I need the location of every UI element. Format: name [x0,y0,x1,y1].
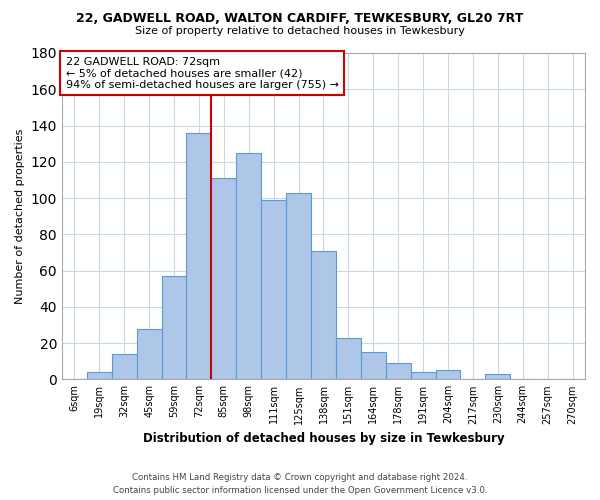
Bar [161,276,187,380]
Bar [236,152,261,380]
Bar [286,192,311,380]
Bar [261,200,286,380]
Text: Contains HM Land Registry data © Crown copyright and database right 2024.
Contai: Contains HM Land Registry data © Crown c… [113,473,487,495]
Bar [211,178,236,380]
Bar [112,354,137,380]
Bar [361,352,386,380]
Bar [87,372,112,380]
Bar [410,372,436,380]
Bar [336,338,361,380]
Bar [436,370,460,380]
Bar [187,133,211,380]
Bar [311,250,336,380]
Bar [386,363,410,380]
X-axis label: Distribution of detached houses by size in Tewkesbury: Distribution of detached houses by size … [143,432,504,445]
Bar [485,374,510,380]
Y-axis label: Number of detached properties: Number of detached properties [15,128,25,304]
Bar [137,328,161,380]
Text: 22, GADWELL ROAD, WALTON CARDIFF, TEWKESBURY, GL20 7RT: 22, GADWELL ROAD, WALTON CARDIFF, TEWKES… [76,12,524,26]
Text: Size of property relative to detached houses in Tewkesbury: Size of property relative to detached ho… [135,26,465,36]
Text: 22 GADWELL ROAD: 72sqm
← 5% of detached houses are smaller (42)
94% of semi-deta: 22 GADWELL ROAD: 72sqm ← 5% of detached … [65,56,338,90]
